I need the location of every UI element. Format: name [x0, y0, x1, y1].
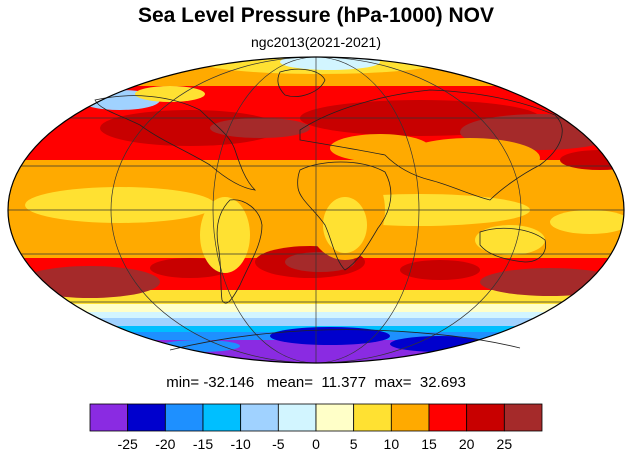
patch-australia [475, 225, 545, 255]
colorbar-swatch [164, 403, 204, 432]
meridian-1 [110, 57, 522, 363]
colorbar-tick-label: 15 [421, 436, 437, 452]
patch-tropics-yellow-1 [25, 187, 215, 223]
colorbar-tick-label: 0 [312, 436, 320, 452]
coast-australia [479, 227, 547, 263]
plot-subtitle: ngc2013(2021-2021) [251, 34, 381, 50]
min-label: min= [166, 374, 200, 391]
coast-north-america [94, 95, 257, 191]
patch-tropics-yellow-3 [550, 210, 624, 234]
colorbar-tick-label: -5 [272, 436, 285, 452]
patch-south-high-6 [400, 260, 480, 280]
patch-north-high-4 [210, 118, 310, 138]
coast-antarctica [169, 329, 521, 351]
max-label: max= [374, 374, 412, 391]
colorbar-swatch [466, 403, 505, 432]
max-value: 32.693 [419, 374, 466, 391]
meridian-2 [212, 57, 420, 363]
colorbar-swatch [353, 403, 392, 432]
patch-south-high-1 [20, 266, 160, 298]
patch-asia [400, 138, 540, 178]
colorbar-swatch [428, 403, 468, 432]
colorbar-tick-label: 20 [459, 436, 475, 452]
globe-outline [7, 56, 625, 364]
colorbar-tick-label: -25 [118, 436, 138, 452]
pressure-map [7, 56, 625, 364]
patch-africa-inner [323, 197, 367, 253]
colorbar-swatch [315, 403, 355, 432]
mean-label: mean= [266, 374, 313, 391]
colorbar-tick-label: -10 [231, 436, 251, 452]
min-value: -32.146 [203, 374, 255, 391]
colorbar-tick-label: -15 [193, 436, 213, 452]
patch-europe [330, 134, 430, 162]
colorbar-tick-label: 25 [497, 436, 513, 452]
colorbar-tick-label: -20 [155, 436, 175, 452]
coast-africa [297, 161, 392, 271]
coast-europe-asia [299, 89, 563, 201]
coast-south-america [216, 199, 263, 304]
patch-antarctic-core [270, 327, 390, 345]
colorbar-swatch [503, 403, 543, 432]
colorbar-swatch [127, 403, 166, 432]
colorbar-swatch [89, 403, 129, 432]
patch-north-high-1 [100, 110, 280, 146]
mean-value: 11.377 [321, 374, 367, 391]
colorbar-swatch [277, 403, 317, 432]
coastlines [94, 68, 563, 351]
stats-line: min= -32.146 mean= 11.377 max= 32.693 [0, 374, 632, 391]
colorbar-swatch [390, 403, 430, 432]
graticule [8, 57, 624, 363]
colorbar-swatch [240, 403, 279, 432]
plot-title: Sea Level Pressure (hPa-1000) NOV [137, 4, 494, 27]
coast-greenland [277, 68, 326, 97]
colorbar-tick-label: 10 [384, 436, 400, 452]
colorbar-swatch [202, 403, 242, 432]
colorbar-tick-label: 5 [350, 436, 358, 452]
patch-arctic-yellow [135, 86, 205, 102]
